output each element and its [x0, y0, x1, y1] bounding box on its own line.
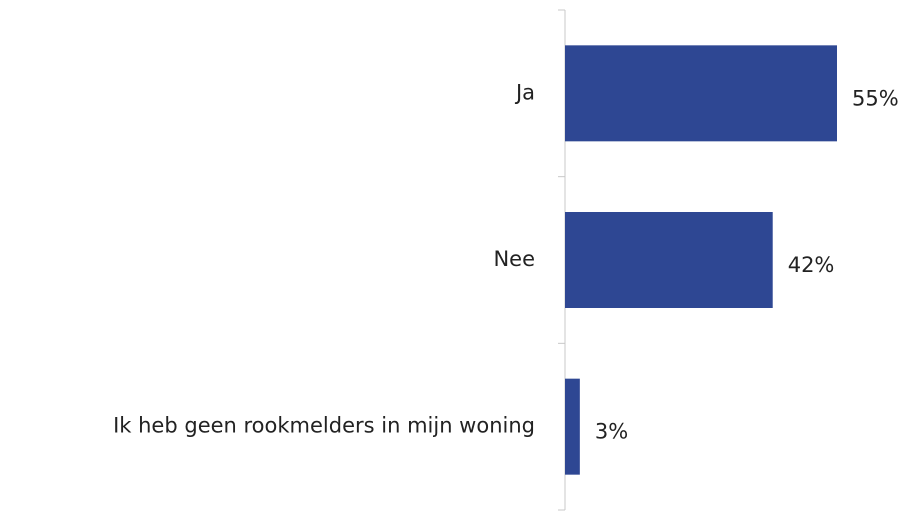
bar: [565, 212, 773, 308]
category-label: Ja: [514, 80, 535, 104]
bar: [565, 45, 837, 142]
bar: [565, 378, 580, 475]
category-label: Ik heb geen rookmelders in mijn woning: [113, 414, 535, 438]
value-label: 3%: [595, 420, 628, 444]
category-label: Nee: [493, 247, 535, 271]
value-label: 42%: [788, 253, 835, 277]
value-label: 55%: [852, 86, 899, 110]
